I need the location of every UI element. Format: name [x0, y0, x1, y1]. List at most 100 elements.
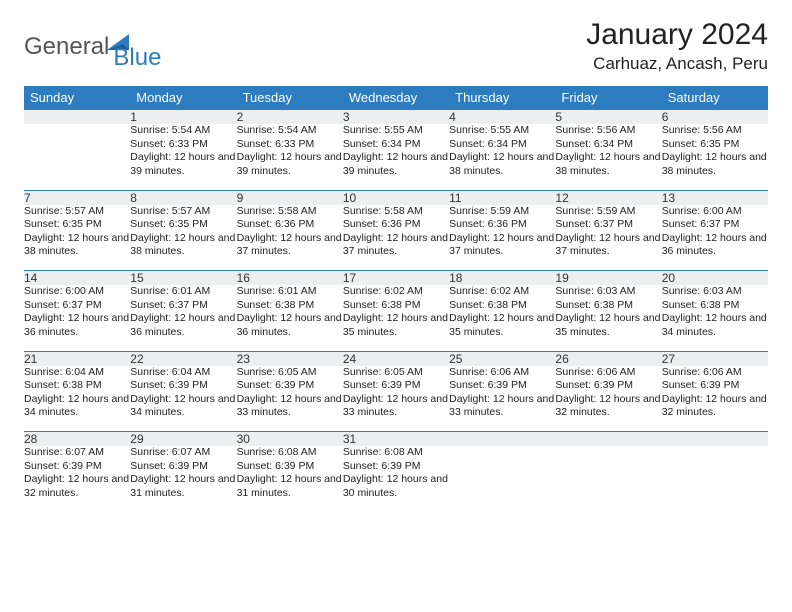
day-number-cell: [24, 110, 130, 125]
daylight-line: Daylight: 12 hours and 39 minutes.: [343, 151, 449, 178]
sunrise-line: Sunrise: 5:58 AM: [343, 205, 449, 219]
sunset-line: Sunset: 6:37 PM: [555, 218, 661, 232]
daylight-line: Daylight: 12 hours and 33 minutes.: [449, 393, 555, 420]
sunrise-line: Sunrise: 5:58 AM: [237, 205, 343, 219]
weekday-header-row: SundayMondayTuesdayWednesdayThursdayFrid…: [24, 86, 768, 110]
logo: General Blue: [24, 18, 161, 72]
day-content-cell: Sunrise: 6:04 AMSunset: 6:39 PMDaylight:…: [130, 366, 236, 432]
sunrise-line: Sunrise: 6:00 AM: [24, 285, 130, 299]
day-number-cell: 25: [449, 351, 555, 366]
day-number-row: 28293031: [24, 432, 768, 447]
sunrise-line: Sunrise: 6:08 AM: [237, 446, 343, 460]
day-number-cell: 10: [343, 190, 449, 205]
daylight-line: Daylight: 12 hours and 37 minutes.: [237, 232, 343, 259]
day-content-cell: Sunrise: 5:54 AMSunset: 6:33 PMDaylight:…: [237, 124, 343, 190]
daylight-line: Daylight: 12 hours and 32 minutes.: [662, 393, 768, 420]
calendar-table: SundayMondayTuesdayWednesdayThursdayFrid…: [24, 86, 768, 512]
sunrise-line: Sunrise: 6:03 AM: [555, 285, 661, 299]
day-content-cell: [662, 446, 768, 512]
day-number-cell: 26: [555, 351, 661, 366]
daylight-line: Daylight: 12 hours and 33 minutes.: [343, 393, 449, 420]
weekday-header: Thursday: [449, 86, 555, 110]
weekday-header: Saturday: [662, 86, 768, 110]
daylight-line: Daylight: 12 hours and 34 minutes.: [130, 393, 236, 420]
sunset-line: Sunset: 6:36 PM: [449, 218, 555, 232]
day-content-cell: Sunrise: 6:06 AMSunset: 6:39 PMDaylight:…: [662, 366, 768, 432]
daylight-line: Daylight: 12 hours and 36 minutes.: [662, 232, 768, 259]
day-content-cell: Sunrise: 6:04 AMSunset: 6:38 PMDaylight:…: [24, 366, 130, 432]
day-content-cell: Sunrise: 6:03 AMSunset: 6:38 PMDaylight:…: [555, 285, 661, 351]
weekday-header: Wednesday: [343, 86, 449, 110]
sunrise-line: Sunrise: 6:03 AM: [662, 285, 768, 299]
day-number-cell: 27: [662, 351, 768, 366]
sunset-line: Sunset: 6:38 PM: [24, 379, 130, 393]
day-number-cell: 11: [449, 190, 555, 205]
sunrise-line: Sunrise: 6:08 AM: [343, 446, 449, 460]
daylight-line: Daylight: 12 hours and 34 minutes.: [662, 312, 768, 339]
sunset-line: Sunset: 6:39 PM: [24, 460, 130, 474]
day-number-cell: 23: [237, 351, 343, 366]
day-number-cell: 7: [24, 190, 130, 205]
day-content-cell: Sunrise: 6:05 AMSunset: 6:39 PMDaylight:…: [237, 366, 343, 432]
daylight-line: Daylight: 12 hours and 38 minutes.: [24, 232, 130, 259]
day-content-row: Sunrise: 5:54 AMSunset: 6:33 PMDaylight:…: [24, 124, 768, 190]
month-title: January 2024: [586, 18, 768, 52]
day-number-cell: 21: [24, 351, 130, 366]
day-content-row: Sunrise: 6:04 AMSunset: 6:38 PMDaylight:…: [24, 366, 768, 432]
daylight-line: Daylight: 12 hours and 32 minutes.: [555, 393, 661, 420]
sunset-line: Sunset: 6:38 PM: [555, 299, 661, 313]
daylight-line: Daylight: 12 hours and 38 minutes.: [449, 151, 555, 178]
day-number-cell: 20: [662, 271, 768, 286]
daylight-line: Daylight: 12 hours and 38 minutes.: [662, 151, 768, 178]
sunrise-line: Sunrise: 6:01 AM: [130, 285, 236, 299]
daylight-line: Daylight: 12 hours and 31 minutes.: [130, 473, 236, 500]
day-number-row: 21222324252627: [24, 351, 768, 366]
daylight-line: Daylight: 12 hours and 38 minutes.: [130, 232, 236, 259]
title-block: January 2024 Carhuaz, Ancash, Peru: [586, 18, 768, 74]
day-content-cell: Sunrise: 6:02 AMSunset: 6:38 PMDaylight:…: [449, 285, 555, 351]
sunset-line: Sunset: 6:39 PM: [130, 460, 236, 474]
sunset-line: Sunset: 6:38 PM: [662, 299, 768, 313]
sunrise-line: Sunrise: 6:07 AM: [130, 446, 236, 460]
sunrise-line: Sunrise: 6:04 AM: [24, 366, 130, 380]
daylight-line: Daylight: 12 hours and 35 minutes.: [343, 312, 449, 339]
weekday-header: Monday: [130, 86, 236, 110]
logo-word-general: General: [24, 33, 109, 61]
day-content-cell: Sunrise: 6:06 AMSunset: 6:39 PMDaylight:…: [449, 366, 555, 432]
daylight-line: Daylight: 12 hours and 31 minutes.: [237, 473, 343, 500]
daylight-line: Daylight: 12 hours and 39 minutes.: [237, 151, 343, 178]
day-number-cell: 3: [343, 110, 449, 125]
sunrise-line: Sunrise: 6:01 AM: [237, 285, 343, 299]
day-number-cell: 18: [449, 271, 555, 286]
sunset-line: Sunset: 6:33 PM: [237, 138, 343, 152]
sunrise-line: Sunrise: 6:05 AM: [343, 366, 449, 380]
day-content-cell: Sunrise: 5:56 AMSunset: 6:34 PMDaylight:…: [555, 124, 661, 190]
sunrise-line: Sunrise: 6:04 AM: [130, 366, 236, 380]
day-number-cell: 9: [237, 190, 343, 205]
weekday-header: Sunday: [24, 86, 130, 110]
sunrise-line: Sunrise: 5:54 AM: [237, 124, 343, 138]
day-number-cell: 17: [343, 271, 449, 286]
sunrise-line: Sunrise: 5:57 AM: [130, 205, 236, 219]
sunset-line: Sunset: 6:38 PM: [449, 299, 555, 313]
day-number-cell: 22: [130, 351, 236, 366]
sunrise-line: Sunrise: 5:56 AM: [555, 124, 661, 138]
day-content-cell: Sunrise: 6:08 AMSunset: 6:39 PMDaylight:…: [237, 446, 343, 512]
sunset-line: Sunset: 6:35 PM: [662, 138, 768, 152]
day-number-cell: [662, 432, 768, 447]
day-number-row: 14151617181920: [24, 271, 768, 286]
day-number-row: 78910111213: [24, 190, 768, 205]
daylight-line: Daylight: 12 hours and 37 minutes.: [343, 232, 449, 259]
day-content-cell: Sunrise: 6:00 AMSunset: 6:37 PMDaylight:…: [24, 285, 130, 351]
sunset-line: Sunset: 6:38 PM: [237, 299, 343, 313]
sunrise-line: Sunrise: 5:57 AM: [24, 205, 130, 219]
sunset-line: Sunset: 6:34 PM: [343, 138, 449, 152]
sunset-line: Sunset: 6:39 PM: [555, 379, 661, 393]
logo-word-blue: Blue: [113, 44, 161, 72]
daylight-line: Daylight: 12 hours and 33 minutes.: [237, 393, 343, 420]
day-content-cell: Sunrise: 5:58 AMSunset: 6:36 PMDaylight:…: [237, 205, 343, 271]
sunset-line: Sunset: 6:39 PM: [237, 379, 343, 393]
sunset-line: Sunset: 6:36 PM: [343, 218, 449, 232]
sunrise-line: Sunrise: 6:06 AM: [555, 366, 661, 380]
day-number-cell: 15: [130, 271, 236, 286]
